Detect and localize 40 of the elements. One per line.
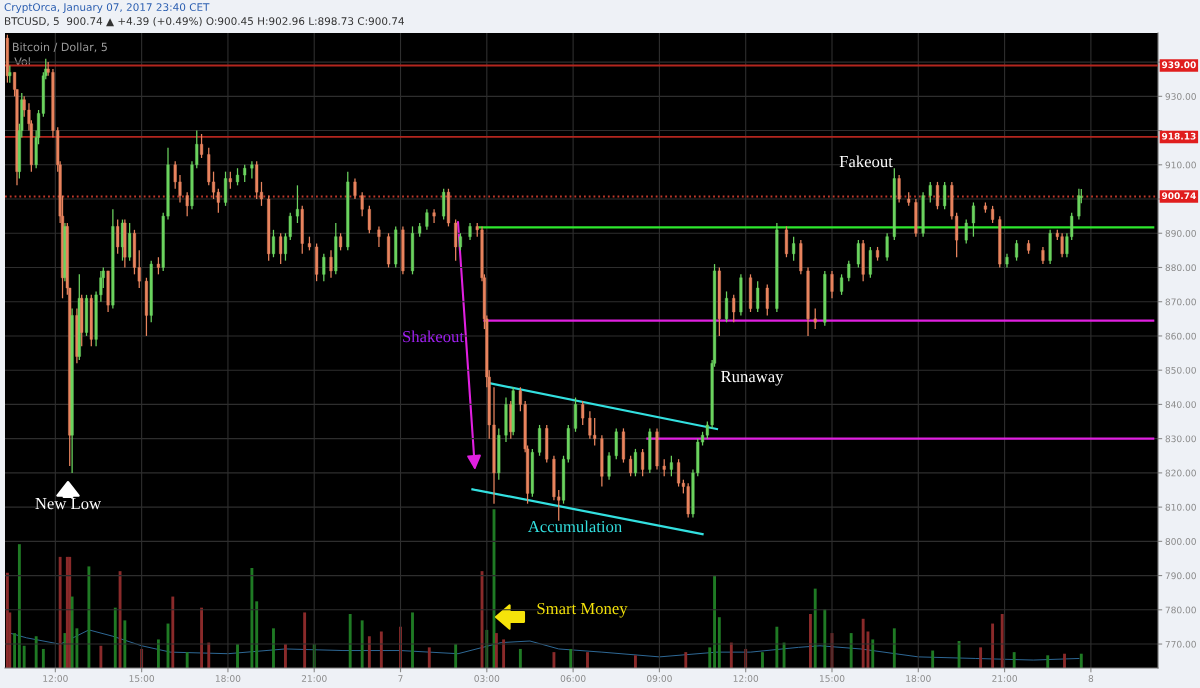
x-tick-label: 18:00 xyxy=(906,675,931,682)
x-tick-label: 21:00 xyxy=(992,675,1017,682)
y-tick-label: 800.00 xyxy=(1165,538,1196,545)
y-tick-label: 880.00 xyxy=(1165,264,1196,272)
y-tick-label: 770.00 xyxy=(1165,640,1196,648)
y-tick-label: 850.00 xyxy=(1165,366,1196,374)
y-tick-label: 830.00 xyxy=(1165,435,1196,443)
y-tick-label: 810.00 xyxy=(1165,503,1196,511)
x-tick-label: 15:00 xyxy=(819,675,845,682)
annotation: Runaway xyxy=(721,371,784,386)
text: BTCUSD, 5 900.74 ▲ +4.39 (+0.49%) O:900.45 H:902.96 L:898.73 C:900.74 xyxy=(5,16,404,27)
y-tick-label: 820.00 xyxy=(1165,469,1196,477)
ref-line-label: 939.00 xyxy=(1161,61,1196,69)
x-tick-label: 18:00 xyxy=(215,675,241,682)
annotation: Shakeout xyxy=(403,330,464,343)
annotation: New Low xyxy=(35,498,102,510)
y-tick-label: 790.00 xyxy=(1165,572,1196,580)
annotation: Fakeout xyxy=(839,155,893,168)
y-tick-label: 930.00 xyxy=(1165,93,1196,100)
x-tick-label: 8 xyxy=(1088,675,1094,682)
y-tick-label: 840.00 xyxy=(1165,401,1196,408)
ref-line-label: 900.74 xyxy=(1161,192,1196,200)
x-tick-label: 7 xyxy=(398,675,403,682)
x-tick-label: 12:00 xyxy=(43,675,68,682)
x-tick-label: 09:00 xyxy=(646,675,672,682)
annotation: Accumulation xyxy=(527,520,622,533)
x-tick-label: 06:00 xyxy=(560,675,586,682)
x-tick-label: 21:00 xyxy=(301,675,327,682)
x-tick-label: 15:00 xyxy=(129,675,155,682)
text: CryptOrca, January 07, 2017 23:40 CET xyxy=(4,3,210,14)
text: Bitcoin / Dollar, 5 xyxy=(13,42,107,53)
y-tick-label: 870.00 xyxy=(1165,298,1196,306)
annotation: Smart Money xyxy=(537,602,628,618)
y-tick-label: 910.00 xyxy=(1165,161,1196,169)
ref-line-label: 918.13 xyxy=(1161,132,1196,140)
x-tick-label: 12:00 xyxy=(733,675,759,682)
y-tick-label: 860.00 xyxy=(1165,332,1196,340)
x-tick-label: 03:00 xyxy=(474,675,500,682)
y-tick-label: 890.00 xyxy=(1165,229,1196,237)
y-tick-label: 780.00 xyxy=(1165,606,1196,614)
